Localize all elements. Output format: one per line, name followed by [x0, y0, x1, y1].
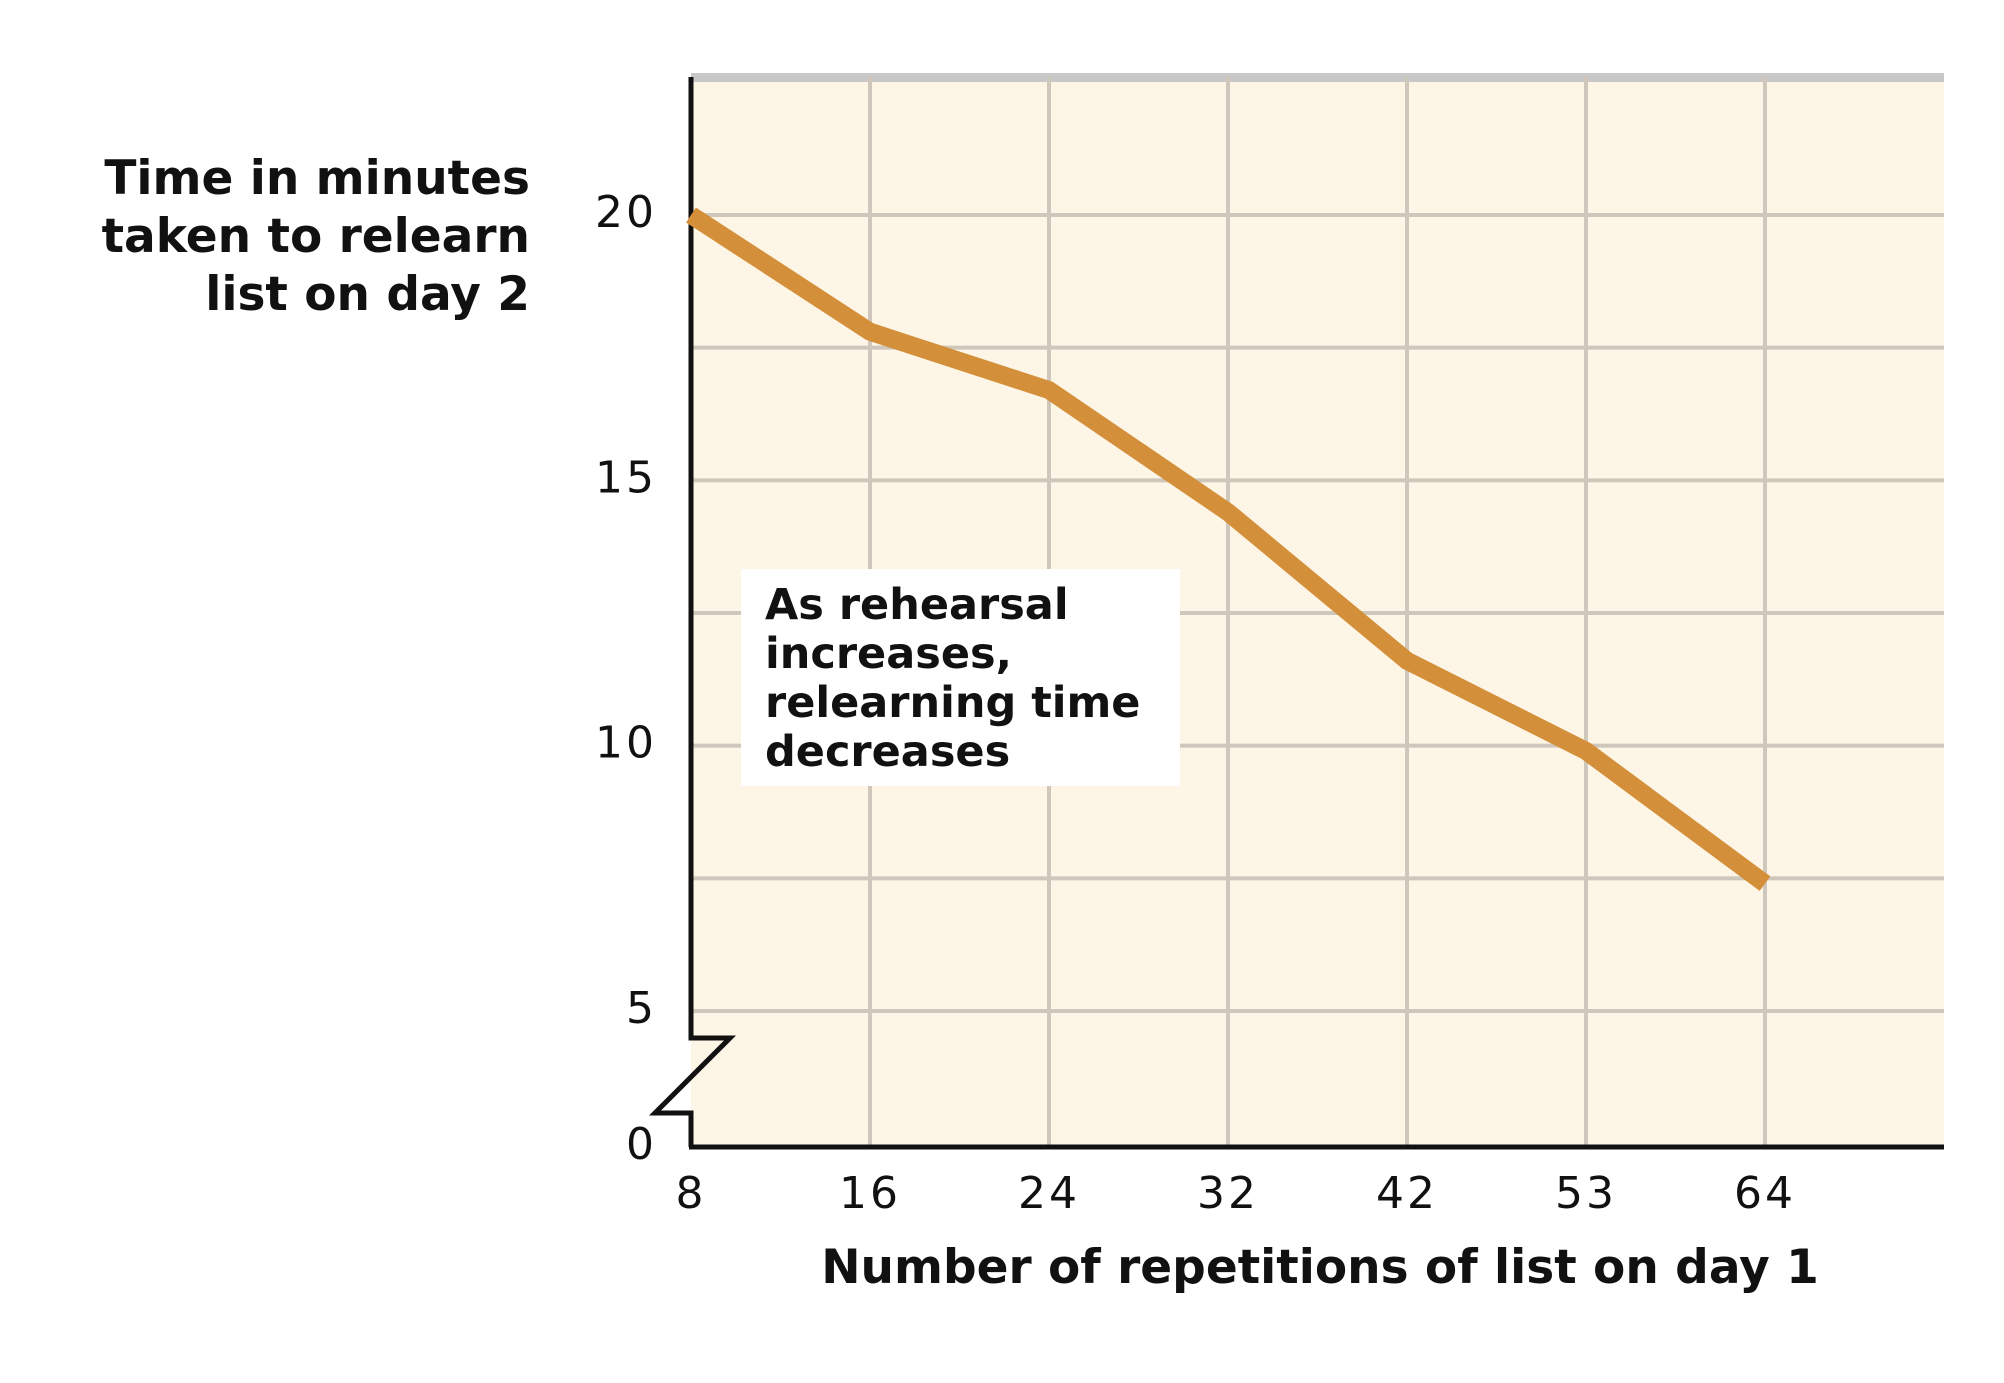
data-line [686, 207, 1771, 891]
y-axis-label: Time in minutes taken to relearn list on… [101, 151, 530, 322]
x-tick-label: 32 [1197, 1168, 1259, 1219]
y-tick-label: 5 [626, 983, 657, 1034]
y-tick-label: 0 [626, 1119, 657, 1170]
annotation: As rehearsal increases, relearning time … [741, 569, 1180, 786]
x-tick-label: 53 [1555, 1168, 1617, 1219]
x-axis-label: Number of repetitions of list on day 1 [821, 1240, 1819, 1295]
y-tick-label: 20 [595, 187, 657, 238]
y-tick-label: 10 [595, 718, 657, 769]
x-tick-label: 64 [1734, 1168, 1796, 1219]
y-tick-label: 15 [595, 452, 657, 503]
x-tick-label: 42 [1376, 1168, 1438, 1219]
y-axis [648, 77, 737, 1147]
top-border [691, 73, 1944, 82]
x-tick-label: 24 [1018, 1168, 1080, 1219]
x-tick-label: 16 [839, 1168, 901, 1219]
x-tick-label: 8 [676, 1168, 707, 1219]
